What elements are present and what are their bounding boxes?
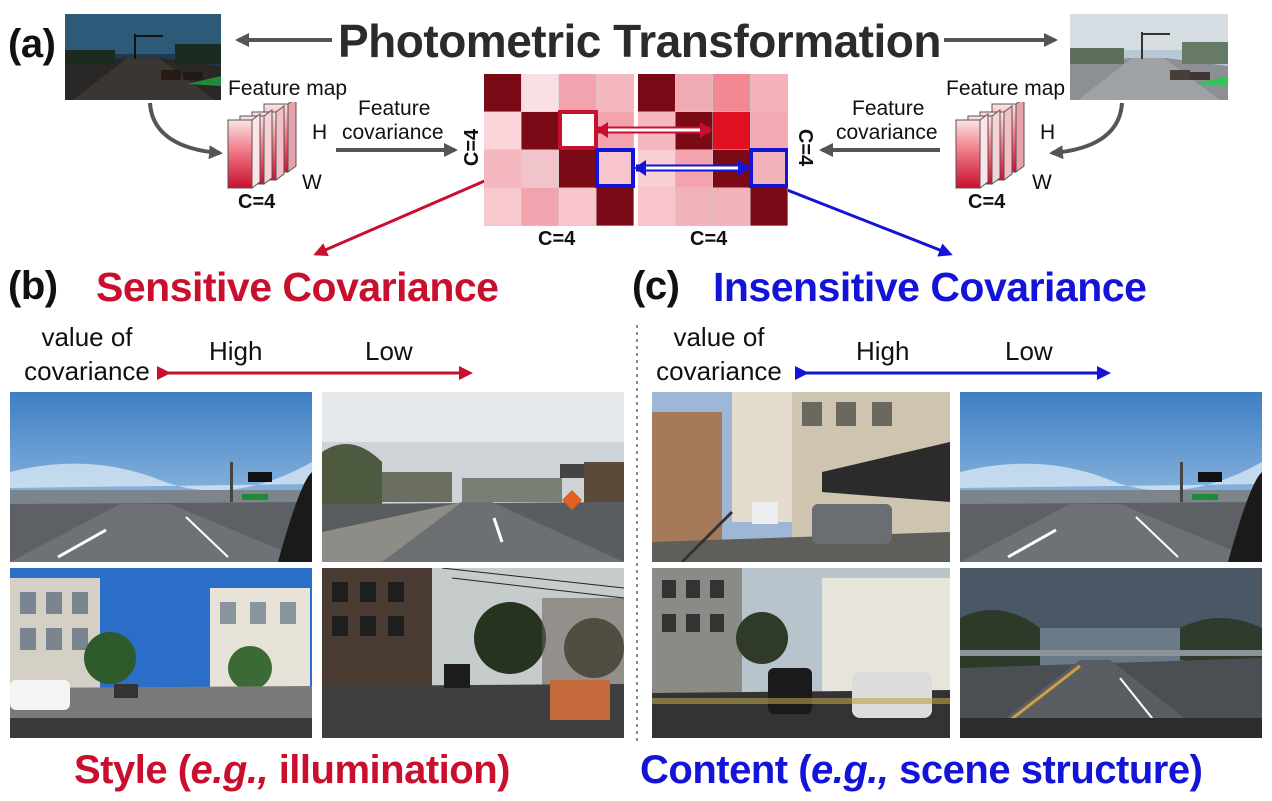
- section-b-caption-em: e.g.,: [190, 748, 269, 792]
- covariance-cell: [559, 74, 596, 112]
- content-image-bright-highway: [960, 392, 1262, 562]
- main-title: Photometric Transformation: [338, 15, 941, 67]
- input-image-dark: [65, 14, 221, 100]
- insensitive-cell-highlight-left: [595, 148, 635, 188]
- section-b-value-line1: value of: [41, 322, 133, 352]
- covariance-cell: [713, 112, 750, 150]
- covariance-cell: [750, 74, 788, 112]
- feature-map-right-stack: [955, 102, 1025, 189]
- section-b-high-label: High: [209, 336, 263, 366]
- covariance-cell: [484, 188, 521, 226]
- matrix-right-bottom-label: C=4: [690, 228, 728, 250]
- covariance-cell: [521, 112, 559, 150]
- matrix-left-side-label: C=4: [461, 128, 484, 167]
- feature-covariance-right-line2: covariance: [836, 121, 938, 144]
- covariance-cell: [638, 74, 675, 112]
- feature-map-right-title: Feature map: [946, 77, 1066, 100]
- covariance-cell: [596, 74, 634, 112]
- image-to-featuremap-arrow-left: [148, 102, 223, 160]
- section-b-value-label: value of covariance: [14, 320, 160, 388]
- covariance-cell: [675, 188, 713, 226]
- style-image-sunny-street: [10, 568, 312, 738]
- section-b-low-label: Low: [365, 336, 413, 366]
- covariance-cell: [559, 112, 596, 150]
- covariance-cell: [675, 74, 713, 112]
- section-c-caption-post: scene structure): [888, 748, 1203, 792]
- covariance-cell: [596, 150, 634, 188]
- feature-covariance-left-line2: covariance: [342, 121, 444, 144]
- section-c-title: Insensitive Covariance: [713, 264, 1147, 310]
- covariance-cell: [484, 150, 521, 188]
- covariance-cell: [713, 188, 750, 226]
- section-b-caption: Style (e.g., illumination): [74, 748, 510, 793]
- section-c-caption-pre: Content (: [640, 748, 812, 792]
- style-image-overcast-road: [322, 392, 624, 562]
- section-c-caption-em: e.g.,: [811, 748, 889, 792]
- section-b-value-line2: covariance: [24, 356, 150, 386]
- covariance-cell: [750, 188, 788, 226]
- panel-label-c: (c): [632, 264, 680, 308]
- matrix-left-bottom-label: C=4: [538, 228, 576, 250]
- covariance-cell: [521, 74, 559, 112]
- feature-covariance-right-line1: Feature: [852, 97, 925, 120]
- panel-label-a: (a): [8, 22, 56, 66]
- content-image-intersection: [652, 568, 950, 738]
- section-b-caption-pre: Style (: [74, 748, 191, 792]
- covariance-cell: [750, 150, 788, 188]
- covariance-cell: [559, 188, 596, 226]
- section-b-caption-post: illumination): [268, 748, 511, 792]
- feature-map-left-c: C=4: [238, 191, 276, 213]
- insensitive-cell-highlight-right: [749, 148, 788, 188]
- covariance-cell: [484, 74, 521, 112]
- covariance-matrix-left: [484, 74, 634, 226]
- feature-map-left-h: H: [312, 121, 328, 144]
- feature-map-left-w: W: [302, 171, 322, 194]
- feature-map-left-title: Feature map: [228, 77, 348, 100]
- covariance-cell: [521, 150, 559, 188]
- covariance-cell: [559, 150, 596, 188]
- insensitive-pointer-arrow: [781, 186, 953, 257]
- section-c-value-label: value of covariance: [646, 320, 792, 388]
- covariance-cell: [521, 188, 559, 226]
- feature-map-right-w: W: [1032, 171, 1052, 194]
- style-image-cloudy-street: [322, 568, 624, 738]
- section-c-value-line1: value of: [673, 322, 765, 352]
- covariance-cell: [713, 74, 750, 112]
- style-image-bright-highway: [10, 392, 312, 562]
- feature-map-right-h: H: [1040, 121, 1056, 144]
- covariance-cell: [484, 112, 521, 150]
- covariance-matrices: [484, 74, 788, 226]
- content-image-city-street: [652, 392, 950, 562]
- covariance-cell: [750, 112, 788, 150]
- section-b-title: Sensitive Covariance: [96, 264, 499, 310]
- covariance-cell: [596, 188, 634, 226]
- matrix-right-side-label: C=4: [794, 128, 817, 167]
- input-image-bright: [1070, 14, 1228, 100]
- feature-covariance-left-line1: Feature: [358, 97, 431, 120]
- section-c-value-line2: covariance: [656, 356, 782, 386]
- covariance-cell: [638, 188, 675, 226]
- section-c-high-label: High: [856, 336, 910, 366]
- content-image-dusk-highway: [960, 568, 1262, 738]
- section-c-low-label: Low: [1005, 336, 1053, 366]
- feature-map-left-stack: [227, 102, 297, 189]
- panel-label-b: (b): [8, 264, 58, 308]
- feature-map-right-c: C=4: [968, 191, 1006, 213]
- image-to-featuremap-arrow-right: [1049, 102, 1124, 160]
- section-c-caption: Content (e.g., scene structure): [640, 748, 1203, 793]
